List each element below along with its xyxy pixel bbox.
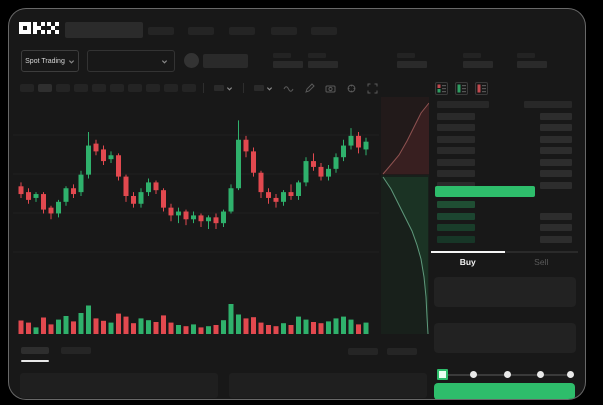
orders-panel-right	[229, 373, 427, 398]
last-price-bar[interactable]	[435, 186, 535, 197]
orderbook-view-toggles	[435, 82, 488, 95]
nav-item-4[interactable]	[271, 27, 297, 35]
trade-tabs: Buy Sell	[431, 251, 578, 270]
slider-stop-50[interactable]	[503, 371, 511, 378]
timeframe-button-1[interactable]	[20, 84, 34, 92]
stat-24h-4	[463, 53, 493, 68]
price-input[interactable]	[434, 277, 576, 307]
orders-action-1[interactable]	[348, 348, 378, 355]
buy-tab[interactable]: Buy	[431, 251, 505, 270]
asks-list	[431, 99, 578, 191]
orderbook-header-row	[431, 99, 578, 111]
ask-row[interactable]	[431, 145, 578, 157]
orders-tab-1[interactable]	[21, 347, 49, 354]
bid-row[interactable]	[431, 222, 578, 234]
active-tab-underline	[21, 360, 49, 362]
timeframe-button-8[interactable]	[146, 84, 160, 92]
okx-logo	[19, 22, 59, 34]
orderbook-asks-view-icon[interactable]	[475, 82, 488, 95]
chevron-down-icon	[226, 86, 233, 91]
chevron-down-icon	[266, 86, 273, 91]
interval-dropdown[interactable]	[214, 85, 233, 92]
nav-item-1[interactable]	[148, 27, 174, 35]
ask-row[interactable]	[431, 134, 578, 146]
ask-row[interactable]	[431, 180, 578, 192]
stat-24h-1	[273, 53, 303, 68]
orderbook-panel: Buy Sell	[431, 77, 578, 399]
chevron-down-icon	[68, 59, 74, 64]
stat-24h-3	[397, 53, 427, 68]
timeframe-button-3[interactable]	[56, 84, 70, 92]
indicator-wave-icon[interactable]	[283, 83, 294, 94]
bid-row[interactable]	[431, 234, 578, 246]
slider-stop-25[interactable]	[469, 371, 477, 378]
nav-item-2[interactable]	[188, 27, 214, 35]
buy-submit-button[interactable]	[434, 383, 575, 399]
ask-row[interactable]	[431, 122, 578, 134]
orders-tab-2[interactable]	[61, 347, 91, 354]
search-input[interactable]	[65, 22, 143, 38]
timeframe-button-10[interactable]	[182, 84, 196, 92]
divider	[243, 83, 244, 93]
chart-toolbar	[20, 82, 381, 94]
amount-percent-slider[interactable]	[437, 369, 574, 380]
last-price-placeholder	[203, 54, 248, 68]
orders-panel-left	[20, 373, 218, 398]
bid-row[interactable]	[431, 199, 578, 211]
timeframe-button-2[interactable]	[38, 84, 52, 92]
settings-icon[interactable]	[346, 83, 357, 94]
timeframe-button-6[interactable]	[110, 84, 124, 92]
bids-list	[431, 199, 578, 245]
fullscreen-icon[interactable]	[367, 83, 378, 94]
divider	[203, 83, 204, 93]
timeframe-button-7[interactable]	[128, 84, 142, 92]
depth-chart[interactable]	[381, 97, 429, 334]
camera-icon[interactable]	[325, 83, 336, 94]
top-nav-bar	[9, 9, 585, 45]
nav-item-3[interactable]	[229, 27, 255, 35]
orders-action-2[interactable]	[387, 348, 417, 355]
pair-selector-dropdown[interactable]	[87, 50, 175, 72]
candlestick-chart[interactable]	[13, 99, 379, 293]
timeframe-button-9[interactable]	[164, 84, 178, 92]
stat-24h-5	[517, 53, 547, 68]
market-type-label: Spot Trading	[25, 57, 65, 65]
amount-input[interactable]	[434, 323, 576, 353]
slider-handle[interactable]	[437, 369, 448, 380]
coin-icon	[184, 53, 199, 68]
timeframe-button-4[interactable]	[74, 84, 88, 92]
bid-row[interactable]	[431, 211, 578, 223]
volume-chart[interactable]	[13, 300, 379, 334]
app-window: Spot Trading	[8, 8, 586, 400]
orderbook-combined-view-icon[interactable]	[435, 82, 448, 95]
ask-row[interactable]	[431, 157, 578, 169]
orderbook-bids-view-icon[interactable]	[455, 82, 468, 95]
stat-24h-2	[308, 53, 338, 68]
chart-style-dropdown[interactable]	[254, 85, 273, 92]
ask-row[interactable]	[431, 111, 578, 123]
nav-item-5[interactable]	[311, 27, 337, 35]
timeframe-button-5[interactable]	[92, 84, 106, 92]
chevron-down-icon	[161, 59, 168, 64]
market-type-dropdown[interactable]: Spot Trading	[21, 50, 79, 72]
slider-stop-75[interactable]	[537, 371, 544, 378]
ask-row[interactable]	[431, 168, 578, 180]
sell-tab[interactable]: Sell	[504, 251, 578, 270]
draw-pencil-icon[interactable]	[304, 82, 315, 94]
slider-stop-100[interactable]	[567, 371, 574, 378]
